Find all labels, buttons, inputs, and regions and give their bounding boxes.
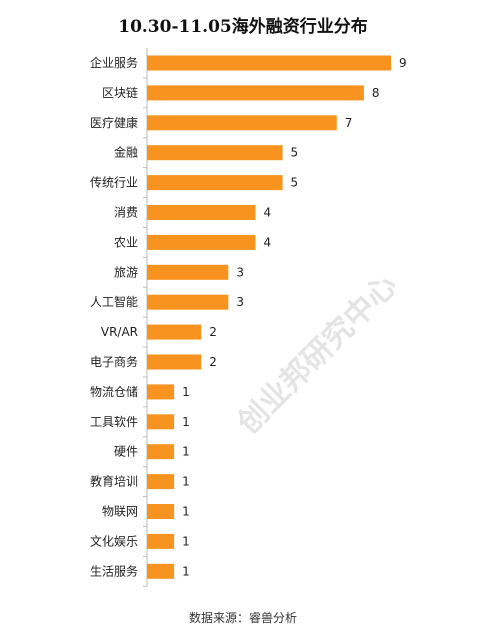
category-label: 旅游 [114,265,138,279]
value-label: 5 [291,146,299,160]
value-label: 3 [236,295,244,309]
value-label: 1 [182,534,190,548]
category-label: 物流仓储 [90,384,138,399]
value-label: 8 [372,86,380,100]
value-label: 3 [236,265,244,279]
value-label: 9 [399,56,407,70]
bar [147,324,202,340]
bar [147,504,175,519]
category-label: 消费 [114,206,138,220]
category-label: 文化娱乐 [90,533,138,548]
value-label: 1 [182,475,190,489]
category-label: 金融 [114,145,138,160]
category-label: 生活服务 [90,563,138,578]
bar [147,533,175,549]
bar [147,205,256,220]
category-label: 物联网 [102,505,138,519]
category-label: 硬件 [114,445,138,459]
category-label: 人工智能 [90,294,138,309]
category-label: 企业服务 [90,55,138,70]
category-label: VR/AR [101,325,138,339]
value-label: 7 [345,116,353,130]
value-label: 1 [182,385,190,399]
value-label: 5 [291,176,299,190]
value-label: 1 [182,564,190,578]
bar [147,85,364,101]
category-label: 医疗健康 [90,115,138,130]
value-label: 1 [182,505,190,519]
chart-title: 10.30-11.05海外融资行业分布 [118,17,368,37]
category-label: 区块链 [102,85,138,100]
bar [147,115,337,131]
category-label: 农业 [114,235,138,249]
value-label: 1 [182,415,190,429]
category-label: 教育培训 [90,474,138,489]
bar [147,474,175,490]
bar [147,563,175,579]
value-label: 2 [209,355,217,369]
source-note: 数据来源：睿兽分析 [188,611,297,625]
category-label: 电子商务 [90,354,138,369]
bar [147,294,229,310]
value-label: 2 [209,325,217,339]
bar [147,384,175,400]
value-label: 4 [263,235,271,249]
bar [147,55,391,71]
bar [147,414,175,430]
value-label: 4 [263,206,271,220]
category-label: 传统行业 [90,175,138,190]
category-label: 工具软件 [90,415,138,429]
bar [147,264,229,280]
value-label: 1 [182,445,190,459]
bar [147,444,175,460]
bar [147,145,283,161]
labels-layer: 企业服务 9 区块链 8 医疗健康 7 金融 5 传统行业 5 消费 4 农业 4 旅游 3 人工智能 3 VR/A… [90,55,407,578]
bar [147,354,202,370]
axis-layer [143,48,148,587]
bar [147,234,256,250]
bars-layer [147,55,391,579]
bar [147,175,283,191]
